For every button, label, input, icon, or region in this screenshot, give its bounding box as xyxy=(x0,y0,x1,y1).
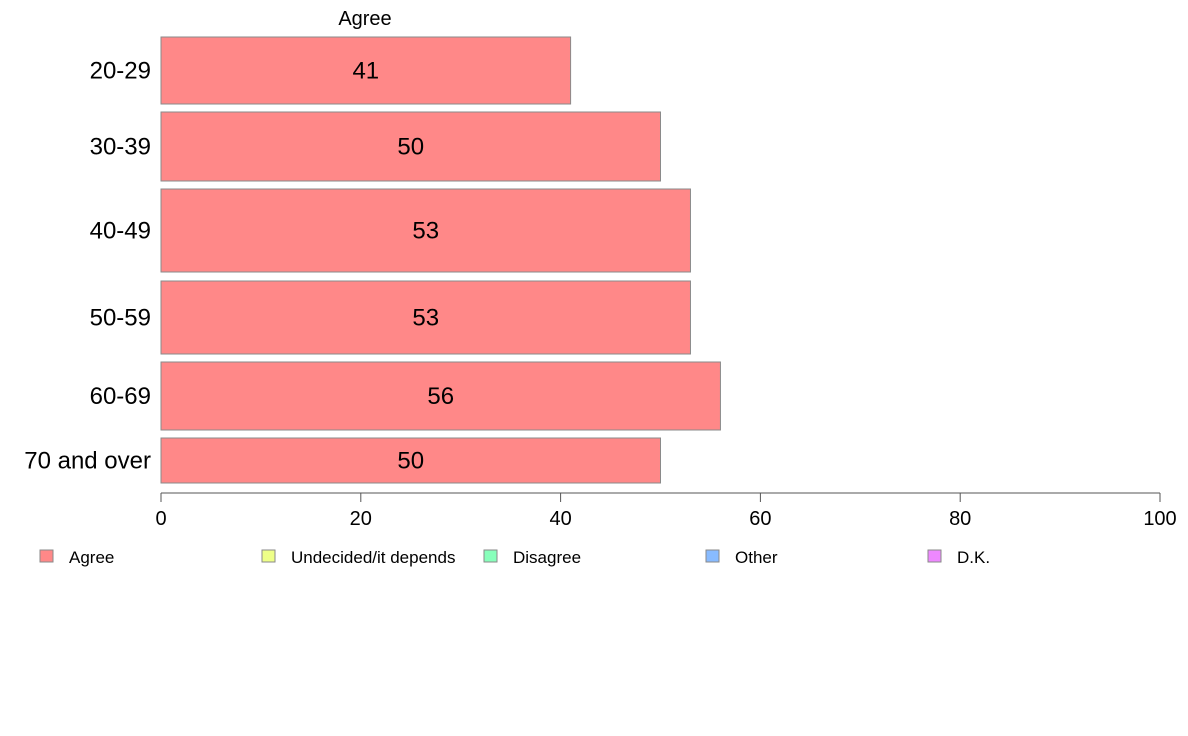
bar-value-label: 50 xyxy=(397,448,424,475)
legend-swatch xyxy=(39,549,54,563)
legend-swatch xyxy=(705,549,720,563)
legend-label: Other xyxy=(735,548,778,567)
bar-value-label: 41 xyxy=(352,58,379,85)
legend-label: Disagree xyxy=(513,548,581,567)
category-label: 40-49 xyxy=(90,218,151,245)
bar-agree xyxy=(160,280,691,355)
bar-agree xyxy=(160,111,661,182)
x-tick-label: 20 xyxy=(350,508,372,530)
legend-label: Undecided/it depends xyxy=(291,548,455,567)
bar-value-label: 53 xyxy=(412,218,439,245)
bar-value-label: 53 xyxy=(412,305,439,332)
category-label: 20-29 xyxy=(90,58,151,85)
bar-agree xyxy=(160,36,572,105)
bars-group: 20-29 41 30-39 50 40-49 53 50-59 53 60-69 56 70 an… xyxy=(24,36,721,484)
legend-label: D.K. xyxy=(957,548,990,567)
legend-label: Agree xyxy=(69,548,114,567)
bar-agree xyxy=(160,437,661,484)
x-tick-label: 60 xyxy=(749,508,771,530)
legend: Agree Undecided/it depends Disagree Other D.… xyxy=(39,548,990,567)
legend-swatch xyxy=(483,549,498,563)
bar-value-label: 50 xyxy=(397,134,424,161)
x-tick-label: 0 xyxy=(155,508,166,530)
column-label: Agree xyxy=(338,8,391,30)
category-label: 50-59 xyxy=(90,305,151,332)
bar-agree xyxy=(160,188,691,273)
category-label: 70 and over xyxy=(24,448,151,475)
category-label: 60-69 xyxy=(90,383,151,410)
x-tick-label: 100 xyxy=(1143,508,1176,530)
category-label: 30-39 xyxy=(90,134,151,161)
x-axis: 0 20 40 60 80 100 xyxy=(155,492,1177,530)
legend-swatch xyxy=(927,549,942,563)
x-tick-label: 40 xyxy=(549,508,571,530)
bar-value-label: 56 xyxy=(427,383,454,410)
bar-agree xyxy=(160,361,721,431)
x-tick-label: 80 xyxy=(949,508,971,530)
legend-swatch xyxy=(261,549,276,563)
